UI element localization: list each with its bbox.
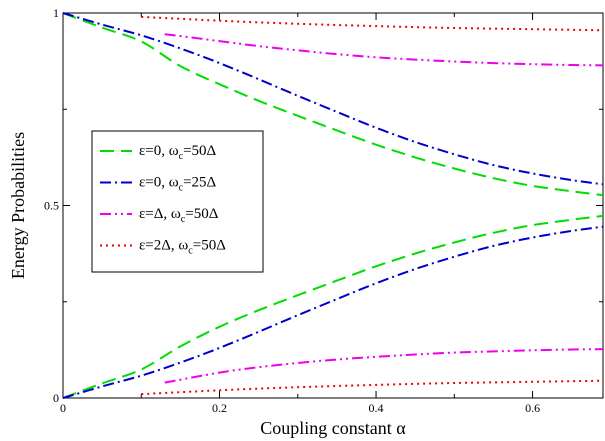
y-tick-label: 1 (53, 6, 59, 20)
series-layer (62, 12, 604, 399)
x-tick-label: 0.6 (525, 401, 540, 415)
y-tick-label: 0.5 (44, 199, 59, 213)
series-line-eps0-wc50-lower (62, 214, 604, 399)
legend-label-eps0-wc50: ε=0, ωc=50Δ (139, 143, 217, 162)
legend-box (91, 130, 264, 273)
series-line-eps0-wc25-upper (62, 12, 604, 186)
y-axis-label: Energy Probabilities (8, 132, 28, 279)
series-line-eps0-wc25-lower (62, 225, 604, 399)
series-line-epsD-wc50-lower (164, 348, 604, 384)
series-line-epsD-wc50-upper (164, 33, 604, 67)
y-tick-label: 0 (53, 391, 59, 405)
axis-ticks: 0 0.2 0.4 0.6 0 0.5 1 (44, 6, 603, 415)
legend-label-epsD-wc50: ε=Δ, ωc=50Δ (139, 206, 219, 225)
x-axis-label: Coupling constant α (260, 418, 406, 438)
legend-label-eps2D-wc50: ε=2Δ, ωc=50Δ (139, 238, 226, 257)
x-tick-label: 0.2 (212, 401, 227, 415)
legend: ε=0, ωc=50Δ ε=0, ωc=25Δ ε=Δ, ωc=50Δ ε=2Δ, ω… (91, 130, 264, 273)
x-tick-label: 0.4 (369, 401, 384, 415)
x-tick-label: 0 (60, 401, 66, 415)
series-line-eps2D-wc50-lower (141, 379, 604, 396)
legend-label-eps0-wc25: ε=0, ωc=25Δ (139, 175, 217, 194)
series-line-eps0-wc50-upper (62, 12, 604, 197)
series-line-eps2D-wc50-upper (141, 15, 604, 32)
